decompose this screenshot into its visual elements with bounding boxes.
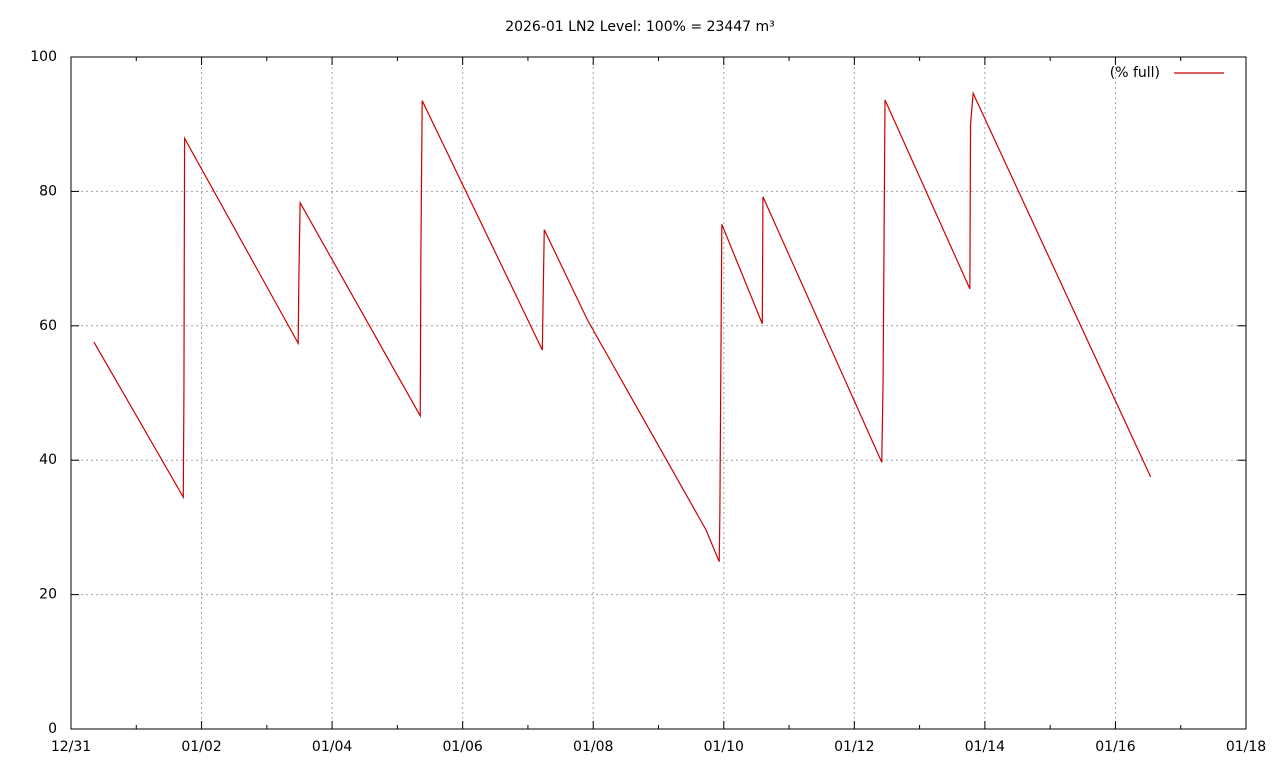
- x-tick-label: 01/18: [1226, 739, 1266, 755]
- x-tick-label: 01/02: [181, 739, 221, 755]
- y-tick-label: 100: [30, 49, 57, 65]
- x-tick-label: 01/10: [704, 739, 744, 755]
- y-tick-label: 40: [39, 452, 57, 468]
- x-tick-label: 01/16: [1095, 739, 1135, 755]
- chart-title: 2026-01 LN2 Level: 100% = 23447 m³: [505, 19, 775, 35]
- y-tick-label: 0: [48, 721, 57, 737]
- x-tick-label: 01/14: [965, 739, 1005, 755]
- plot-frame: [70, 56, 1247, 730]
- x-tick-label: 12/31: [51, 739, 91, 755]
- y-tick-label: 80: [39, 183, 57, 199]
- y-tick-label: 60: [39, 318, 57, 334]
- x-tick-label: 01/12: [834, 739, 874, 755]
- x-tick-label: 01/06: [442, 739, 482, 755]
- y-tick-label: 20: [39, 587, 57, 603]
- legend-label: (% full): [1110, 65, 1160, 81]
- x-tick-label: 01/08: [573, 739, 613, 755]
- x-tick-label: 01/04: [312, 739, 352, 755]
- data-line: [93, 90, 1152, 562]
